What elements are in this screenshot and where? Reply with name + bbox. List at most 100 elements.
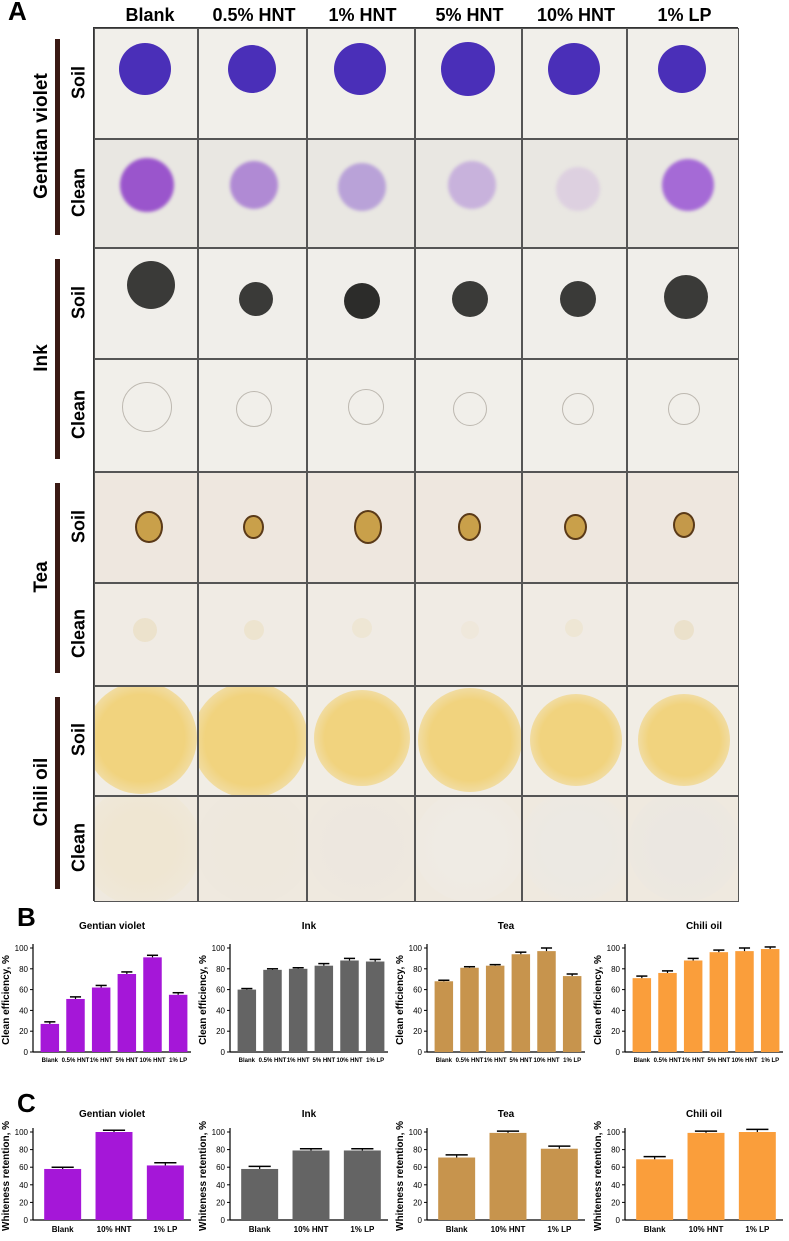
stain-spot	[334, 42, 386, 95]
group-label: Ink	[31, 273, 53, 443]
stain-spot	[417, 688, 521, 792]
stain-spot	[662, 158, 714, 211]
stain-spot	[664, 274, 708, 319]
y-tick-label: 60	[19, 986, 28, 995]
stain-cell	[94, 139, 198, 248]
y-tick-label: 20	[413, 1027, 422, 1036]
y-tick-label: 60	[413, 1163, 422, 1172]
bar	[562, 976, 582, 1052]
stain-cell	[198, 28, 307, 139]
y-tick-label: 100	[15, 1128, 29, 1137]
x-tick-label: 1% LP	[350, 1225, 375, 1234]
y-tick-label: 40	[19, 1181, 28, 1190]
y-tick-label: 80	[19, 965, 28, 974]
bar	[143, 957, 162, 1052]
chart-title: Gentian violet	[79, 1109, 146, 1120]
y-tick-label: 20	[19, 1027, 28, 1036]
x-tick-label: Blank	[644, 1225, 666, 1234]
x-tick-label: 0.5% HNT	[456, 1058, 484, 1064]
y-tick-label: 20	[611, 1027, 620, 1036]
bar-chart-b-3: Chili oil Clean efficiency, % 0 20 40 60 80 100…	[593, 921, 783, 1064]
chart-title: Tea	[498, 921, 515, 932]
chart-title: Tea	[498, 1109, 515, 1120]
y-tick-label: 40	[611, 1006, 620, 1015]
chart-title: Ink	[302, 921, 317, 932]
y-tick-label: 80	[216, 1146, 225, 1155]
stain-spot	[352, 617, 372, 638]
bar	[91, 987, 111, 1052]
row-label-soil: Soil	[68, 723, 89, 757]
y-tick-label: 20	[216, 1198, 225, 1207]
stain-spot	[314, 690, 410, 786]
column-header-1-lp: 1% LP	[657, 5, 712, 25]
y-tick-label: 100	[607, 944, 621, 953]
bar	[146, 1165, 184, 1220]
y-tick-label: 0	[24, 1216, 29, 1225]
stain-cell	[307, 248, 415, 359]
stain-cell	[415, 796, 522, 902]
x-tick-label: 10% HNT	[294, 1225, 329, 1234]
y-tick-label: 0	[616, 1216, 621, 1225]
stain-spot	[674, 619, 694, 640]
stain-cell	[198, 796, 307, 902]
y-tick-label: 100	[607, 1128, 621, 1137]
chart-title: Gentian violet	[79, 921, 146, 932]
group-label: Chili oil	[31, 707, 53, 877]
stain-spot	[243, 514, 264, 539]
stain-spot	[122, 381, 172, 432]
x-tick-label: Blank	[239, 1058, 256, 1064]
group-label: Tea	[31, 492, 53, 662]
y-tick-label: 60	[611, 986, 620, 995]
chart-title: Chili oil	[686, 921, 722, 932]
bar	[658, 972, 677, 1052]
stain-spot	[547, 42, 600, 95]
stain-spot	[229, 160, 278, 209]
stain-cell	[307, 139, 415, 248]
x-tick-label: 1% LP	[366, 1058, 384, 1064]
y-axis-label: Whiteness retention, %	[198, 1121, 209, 1231]
bar-chart-b-2: Tea Clean efficiency, % 0 20 40 60 80 100 Blank 0…	[395, 921, 585, 1064]
stain-cell	[94, 583, 198, 686]
x-tick-label: Blank	[42, 1058, 59, 1064]
x-tick-label: 5% HNT	[115, 1058, 138, 1064]
bar	[687, 1132, 725, 1220]
stain-cell	[627, 359, 739, 472]
bar	[632, 978, 652, 1052]
stain-spot	[638, 694, 730, 786]
bar-chart-c-0: Gentian violet Whiteness retention, % 0 20 4…	[1, 1109, 191, 1234]
y-axis-label: Clean efficiency, %	[395, 955, 406, 1045]
bar	[434, 981, 454, 1052]
group-divider-bar	[55, 697, 60, 889]
x-tick-label: Blank	[52, 1225, 74, 1234]
stain-cell	[307, 583, 415, 686]
x-tick-label: 10% HNT	[336, 1058, 362, 1064]
bar	[241, 1168, 279, 1220]
y-tick-label: 0	[221, 1048, 226, 1057]
y-tick-label: 0	[24, 1048, 29, 1057]
stain-spot	[668, 392, 700, 425]
stain-spot	[344, 282, 380, 319]
bar	[511, 954, 531, 1052]
x-tick-label: 10% HNT	[689, 1225, 724, 1234]
group-label-text: Chili oil	[31, 753, 52, 831]
y-tick-label: 40	[413, 1006, 422, 1015]
x-tick-label: 1% HNT	[484, 1058, 507, 1064]
stain-cell	[94, 796, 198, 902]
y-axis-label: Clean efficiency, %	[1, 955, 12, 1045]
x-tick-label: 10% HNT	[491, 1225, 526, 1234]
group-label: Gentian violet	[31, 51, 53, 221]
stain-cell	[415, 28, 522, 139]
y-tick-label: 60	[413, 986, 422, 995]
stain-cell	[94, 472, 198, 583]
bar-chart-c-1: Ink Whiteness retention, % 0 20 40 60 80 100 Bla…	[198, 1109, 388, 1234]
stain-spot	[523, 797, 626, 901]
bar	[460, 967, 479, 1052]
y-tick-label: 20	[216, 1027, 225, 1036]
y-tick-label: 80	[413, 965, 422, 974]
bar	[340, 960, 359, 1052]
y-tick-label: 80	[19, 1146, 28, 1155]
y-tick-label: 60	[19, 1163, 28, 1172]
y-tick-label: 100	[212, 944, 226, 953]
y-tick-label: 60	[216, 986, 225, 995]
x-tick-label: 1% LP	[547, 1225, 572, 1234]
